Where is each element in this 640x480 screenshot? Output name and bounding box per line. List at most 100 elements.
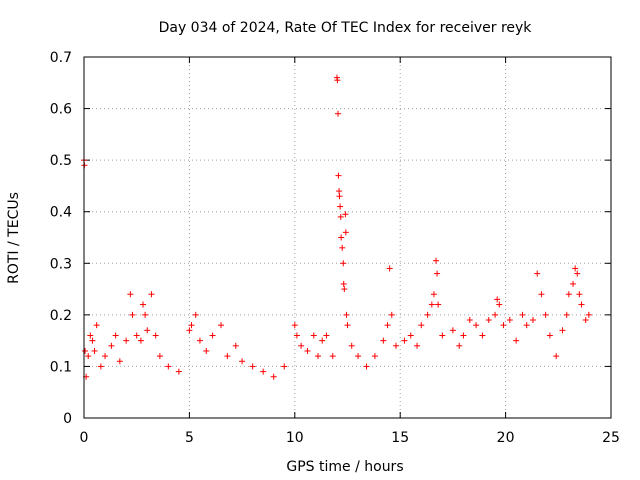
data-point [260,368,267,375]
data-point [335,172,342,179]
data-point [466,317,473,324]
data-point [239,358,246,365]
data-point [371,353,378,360]
data-point [156,353,163,360]
data-point [112,332,119,339]
data-point [428,301,435,308]
data-point [519,311,526,318]
data-point [342,229,349,236]
y-tick-label: 0.2 [50,308,72,324]
data-point [218,322,225,329]
data-point [337,203,344,210]
data-point [496,301,503,308]
data-point [473,322,480,329]
data-point [310,332,317,339]
data-point [140,301,147,308]
y-tick-label: 0.1 [50,359,72,375]
data-point [513,337,520,344]
data-point [281,363,288,370]
data-point [142,311,149,318]
data-point [494,296,501,303]
data-point [380,337,387,344]
data-point [534,270,541,277]
x-tick-label: 15 [391,430,409,446]
data-point [108,342,115,349]
data-point [433,257,440,264]
data-point [506,317,513,324]
data-point [293,332,300,339]
data-point [424,311,431,318]
data-point [319,337,326,344]
data-point [479,332,486,339]
data-point [523,322,530,329]
data-point [344,322,351,329]
data-point [530,317,537,324]
data-point [249,363,256,370]
data-point [232,342,239,349]
x-tick-labels: 0 5 10 15 20 25 [80,430,620,446]
data-point [152,332,159,339]
y-tick-label: 0.5 [50,153,72,169]
data-point [585,311,592,318]
y-tick-label: 0.3 [50,256,72,272]
data-point [335,110,342,117]
data-point [91,347,98,354]
y-tick-label: 0 [63,411,72,427]
data-point [123,337,130,344]
data-point [334,77,341,84]
data-point [338,234,345,241]
data-point [559,327,566,334]
data-point [93,322,100,329]
data-point [407,332,414,339]
data-point [337,213,344,220]
data-point [500,322,507,329]
data-point [127,291,134,298]
x-axis-title: GPS time / hours [286,459,403,475]
data-point [209,332,216,339]
data-point [401,337,408,344]
data-point [144,327,151,334]
data-point [538,291,545,298]
data-point [82,347,89,354]
data-point [224,353,231,360]
data-point [348,342,355,349]
data-point [116,358,123,365]
data-point [565,291,572,298]
data-point [553,353,560,360]
data-point [363,363,370,370]
x-tick-label: 25 [602,430,620,446]
data-point [572,265,579,272]
data-point [203,347,210,354]
data-point [578,301,585,308]
data-point [340,260,347,267]
data-point [388,311,395,318]
data-point [343,311,350,318]
data-point [85,353,92,360]
data-point [192,311,199,318]
y-tick-label: 0.4 [50,205,72,221]
data-point [314,353,321,360]
y-tick-label: 0.7 [50,50,72,66]
data-point [270,373,277,380]
data-point [336,188,343,195]
plot-frame [83,56,612,419]
x-tick-label: 20 [497,430,515,446]
x-tick-label: 10 [286,430,304,446]
data-point [435,301,442,308]
data-point [439,332,446,339]
data-point [542,311,549,318]
data-point [449,327,456,334]
data-point [291,322,298,329]
data-point [148,291,155,298]
data-point [456,342,463,349]
data-point [386,265,393,272]
data-point [563,311,570,318]
data-series-roti [81,74,592,380]
axis-ticks [83,56,612,419]
data-point [485,317,492,324]
data-point [340,280,347,287]
data-point [133,332,140,339]
data-point [102,353,109,360]
data-point [418,322,425,329]
data-point [414,342,421,349]
